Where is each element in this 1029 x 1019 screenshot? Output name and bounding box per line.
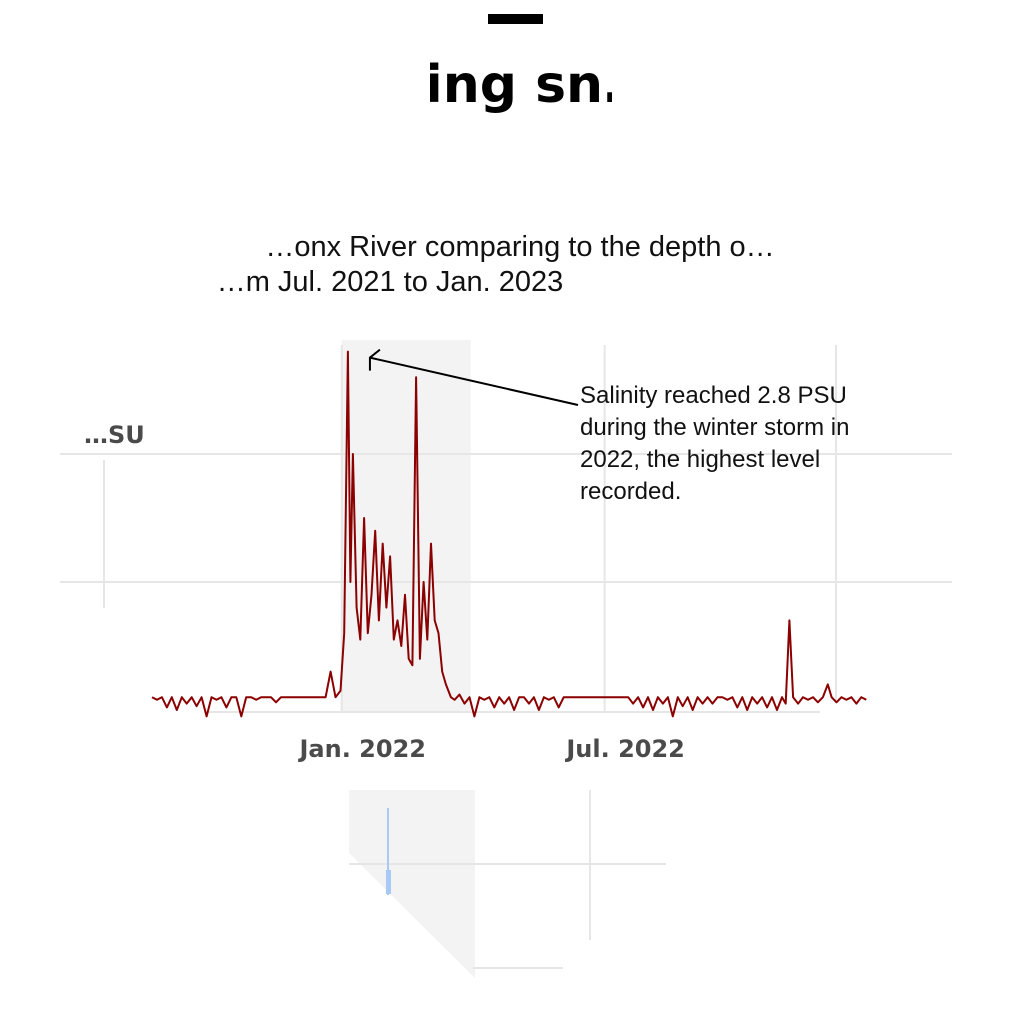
depth-bar-peak	[386, 870, 391, 894]
x-tick-label-1: Jan. 2022	[297, 735, 425, 763]
annotation-text-line-3: 2022, the highest level	[580, 446, 820, 473]
x-tick-label-2: Jul. 2022	[564, 735, 685, 763]
annotation-text-line-2: during the winter storm in	[580, 414, 849, 441]
chart-subtitle-line-1: …onx River comparing to the depth o…	[265, 231, 774, 263]
annotation-text-line-4: recorded.	[580, 478, 681, 505]
depth-highlight-band	[349, 790, 475, 978]
chart-subtitle-line-2: …m Jul. 2021 to Jan. 2023	[217, 266, 564, 298]
annotation-arrowhead	[368, 348, 381, 371]
y-axis-label: …SU	[84, 421, 145, 449]
title-fragment-mark	[488, 14, 543, 24]
highlight-band	[341, 340, 471, 712]
series-line-1	[151, 350, 867, 718]
annotation-text-line-1: Salinity reached 2.8 PSU	[580, 382, 847, 409]
depth-panel	[349, 790, 666, 978]
annotation-leader-line	[369, 356, 579, 406]
